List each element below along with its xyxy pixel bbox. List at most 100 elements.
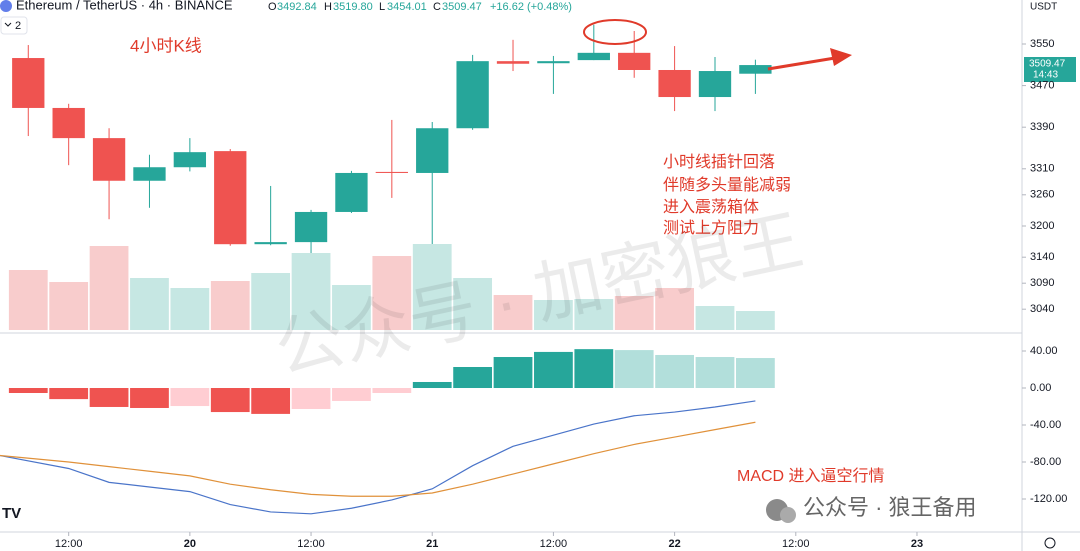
last-price-tag <box>1024 57 1076 82</box>
chevron-icon <box>4 22 12 27</box>
x-tick-label: 12:00 <box>540 538 568 550</box>
candle-body <box>214 151 247 245</box>
tv-logo: TV <box>2 505 21 522</box>
y-tick-label: -40.00 <box>1030 419 1061 431</box>
note-line: 小时线插针回落 <box>663 153 775 171</box>
y-tick-label: 3140 <box>1030 251 1054 263</box>
y-tick-label: 3310 <box>1030 163 1054 175</box>
macd-histogram-bar <box>574 349 614 389</box>
volume-bar <box>89 246 129 330</box>
note-line: 测试上方阻力 <box>663 219 759 237</box>
candle-body <box>375 171 408 173</box>
candle-body <box>294 211 328 243</box>
macd-histogram-bar <box>130 388 169 408</box>
countdown: 14:43 <box>1033 70 1058 81</box>
c-value: 3509.47 <box>442 1 482 13</box>
volume-bar <box>655 288 694 330</box>
x-tick-label: 23 <box>911 538 923 550</box>
y-tick-label: 3550 <box>1030 38 1054 50</box>
footer-watermark: 公众号 · 狼王备用 <box>803 495 977 520</box>
macd-histogram-bar <box>493 357 533 389</box>
note: 小时线插针回落 伴随多头量能减弱 进入震荡箱体 测试上方阻力 <box>663 153 791 237</box>
macd-histogram-bar <box>291 388 331 410</box>
macd-histogram-bar <box>170 388 210 407</box>
candle-body <box>658 69 691 98</box>
macd-histogram-bar <box>89 388 129 407</box>
last-price: 3509.47 <box>1029 59 1066 70</box>
candle-body <box>537 61 570 64</box>
candle-body <box>577 52 610 61</box>
y-tick-label: -80.00 <box>1030 456 1061 468</box>
volume-bar <box>372 256 412 330</box>
y-tick-label: 3200 <box>1030 220 1054 232</box>
y-tick-label: 3040 <box>1030 303 1054 315</box>
indicator-toggle[interactable] <box>0 16 28 35</box>
macd-histogram-bar <box>372 388 412 394</box>
candle-body <box>416 128 449 173</box>
candle-body <box>12 58 45 108</box>
indicator-count: 2 <box>15 20 21 32</box>
highlight-ellipse <box>583 19 647 45</box>
macd-histogram-bar <box>736 358 775 389</box>
volume-bar <box>291 253 331 330</box>
y-tick-label: 0.00 <box>1030 382 1051 394</box>
volume-bar <box>8 270 48 330</box>
volume-bar <box>332 285 371 330</box>
volume-bar <box>695 306 735 330</box>
ohlc: O 3492.84 H 3519.80 L 3454.01 C 3509.47 … <box>268 1 572 13</box>
volume-bar <box>130 278 169 330</box>
c-label: C <box>433 1 441 13</box>
macd-histogram-bar <box>332 388 371 401</box>
macd-line <box>0 400 756 515</box>
volume-bar <box>251 273 291 330</box>
macd-histogram-bar <box>695 357 735 389</box>
volume-bar <box>412 244 452 330</box>
macd-histogram-bar <box>49 388 89 400</box>
candle-body <box>739 65 772 74</box>
wechat-icon <box>780 507 796 523</box>
h-value: 3519.80 <box>333 1 373 13</box>
candle-body <box>92 138 126 181</box>
macd-histogram-bar <box>614 350 654 389</box>
macd-histogram-bar <box>251 388 291 414</box>
y-tick-label: 3260 <box>1030 189 1054 201</box>
currency: USDT <box>1030 2 1057 13</box>
settings-icon[interactable] <box>1044 537 1056 549</box>
kline-title: 4小时K线 <box>130 36 202 55</box>
x-tick-label: 12:00 <box>55 538 83 550</box>
candle-body <box>618 52 651 70</box>
x-tick-label: 22 <box>668 538 680 550</box>
currency-box[interactable] <box>1026 0 1066 14</box>
candle-body <box>52 107 85 139</box>
x-tick-label: 21 <box>426 538 438 550</box>
symbol: Ethereum / TetherUS · 4h · BINANCE <box>16 0 233 12</box>
candle-body <box>335 172 368 212</box>
macd-histogram-bar <box>8 388 48 394</box>
note-line: 进入震荡箱体 <box>663 198 759 216</box>
change: +16.62 (+0.48%) <box>490 1 572 13</box>
y-tick-label: 3390 <box>1030 121 1054 133</box>
volume-bar <box>574 299 614 330</box>
note-line: 伴随多头量能减弱 <box>663 176 791 194</box>
marks <box>0 24 775 515</box>
candle-body <box>133 167 166 181</box>
h-label: H <box>324 1 332 13</box>
macd-histogram-bar <box>534 351 573 389</box>
l-label: L <box>379 1 385 13</box>
volume-bar <box>453 278 493 330</box>
macd-histogram-bar <box>210 388 250 413</box>
y-tick-label: 3470 <box>1030 80 1054 92</box>
candle-body <box>173 152 207 168</box>
arrow-shaft <box>767 56 836 71</box>
volume-bar <box>49 282 89 330</box>
volume-bar <box>534 300 573 330</box>
candle-body <box>698 71 732 98</box>
arrow-head <box>830 48 852 66</box>
macd-line <box>0 421 756 497</box>
macd-histogram-bar <box>412 381 452 389</box>
candle-body <box>496 61 530 64</box>
volume-bar <box>210 281 250 330</box>
y-tick-label: 3090 <box>1030 277 1054 289</box>
